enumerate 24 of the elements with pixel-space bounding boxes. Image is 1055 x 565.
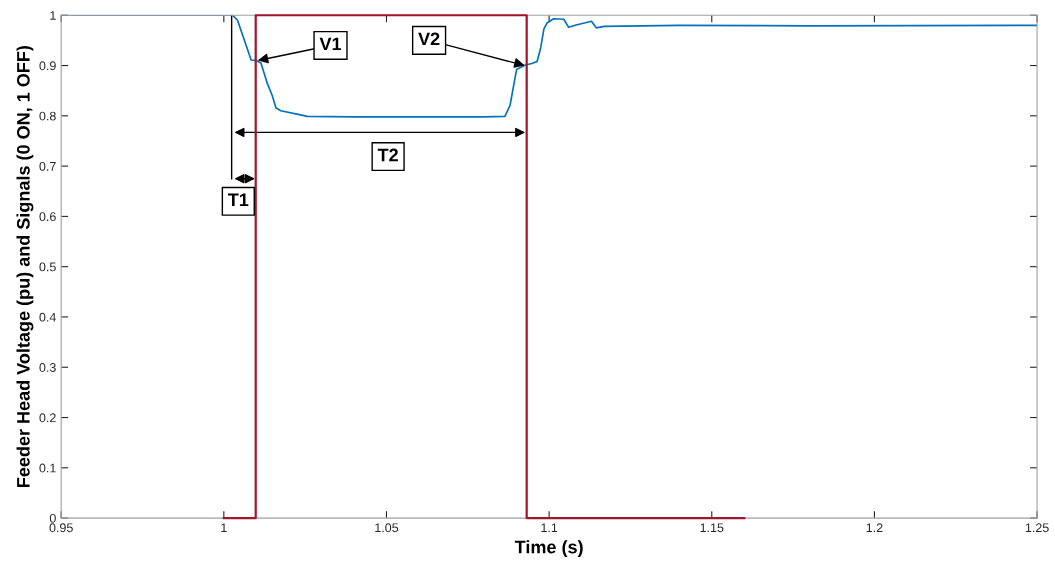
x-axis-title: Time (s) [514,540,583,558]
x-tick-label: 1.1 [541,523,558,533]
annotation: V2 [418,32,440,46]
annotation: V1 [319,37,342,51]
y-tick-label: 0.7 [39,161,56,171]
y-tick-label: 0.9 [39,61,56,71]
y-tick-label: 0.4 [39,312,56,322]
y-tick-label: 0.3 [39,363,56,372]
y-tick-label: 0.2 [39,413,56,423]
y-tick-label: 0 [49,513,56,523]
x-tick-label: 1 [221,523,227,533]
x-tick-label: 1.25 [1025,523,1049,533]
annotation: T2 [377,148,398,162]
x-tick-label: 1.15 [700,523,724,533]
x-tick-label: 1.2 [866,523,883,533]
y-axis-title: Feeder Head Voltage (pu) and Signals (0 ON, 1 OFF) [16,46,34,488]
x-tick-label: 0.95 [49,523,73,533]
y-tick-label: 0.1 [39,463,56,473]
y-tick-label: 0.8 [39,111,56,121]
annotation: T1 [227,193,249,206]
y-tick-label: 0.5 [39,262,56,272]
y-tick-label: 0.6 [39,212,56,222]
y-tick-label: 1 [50,11,56,20]
x-tick-label: 1.05 [375,523,399,533]
